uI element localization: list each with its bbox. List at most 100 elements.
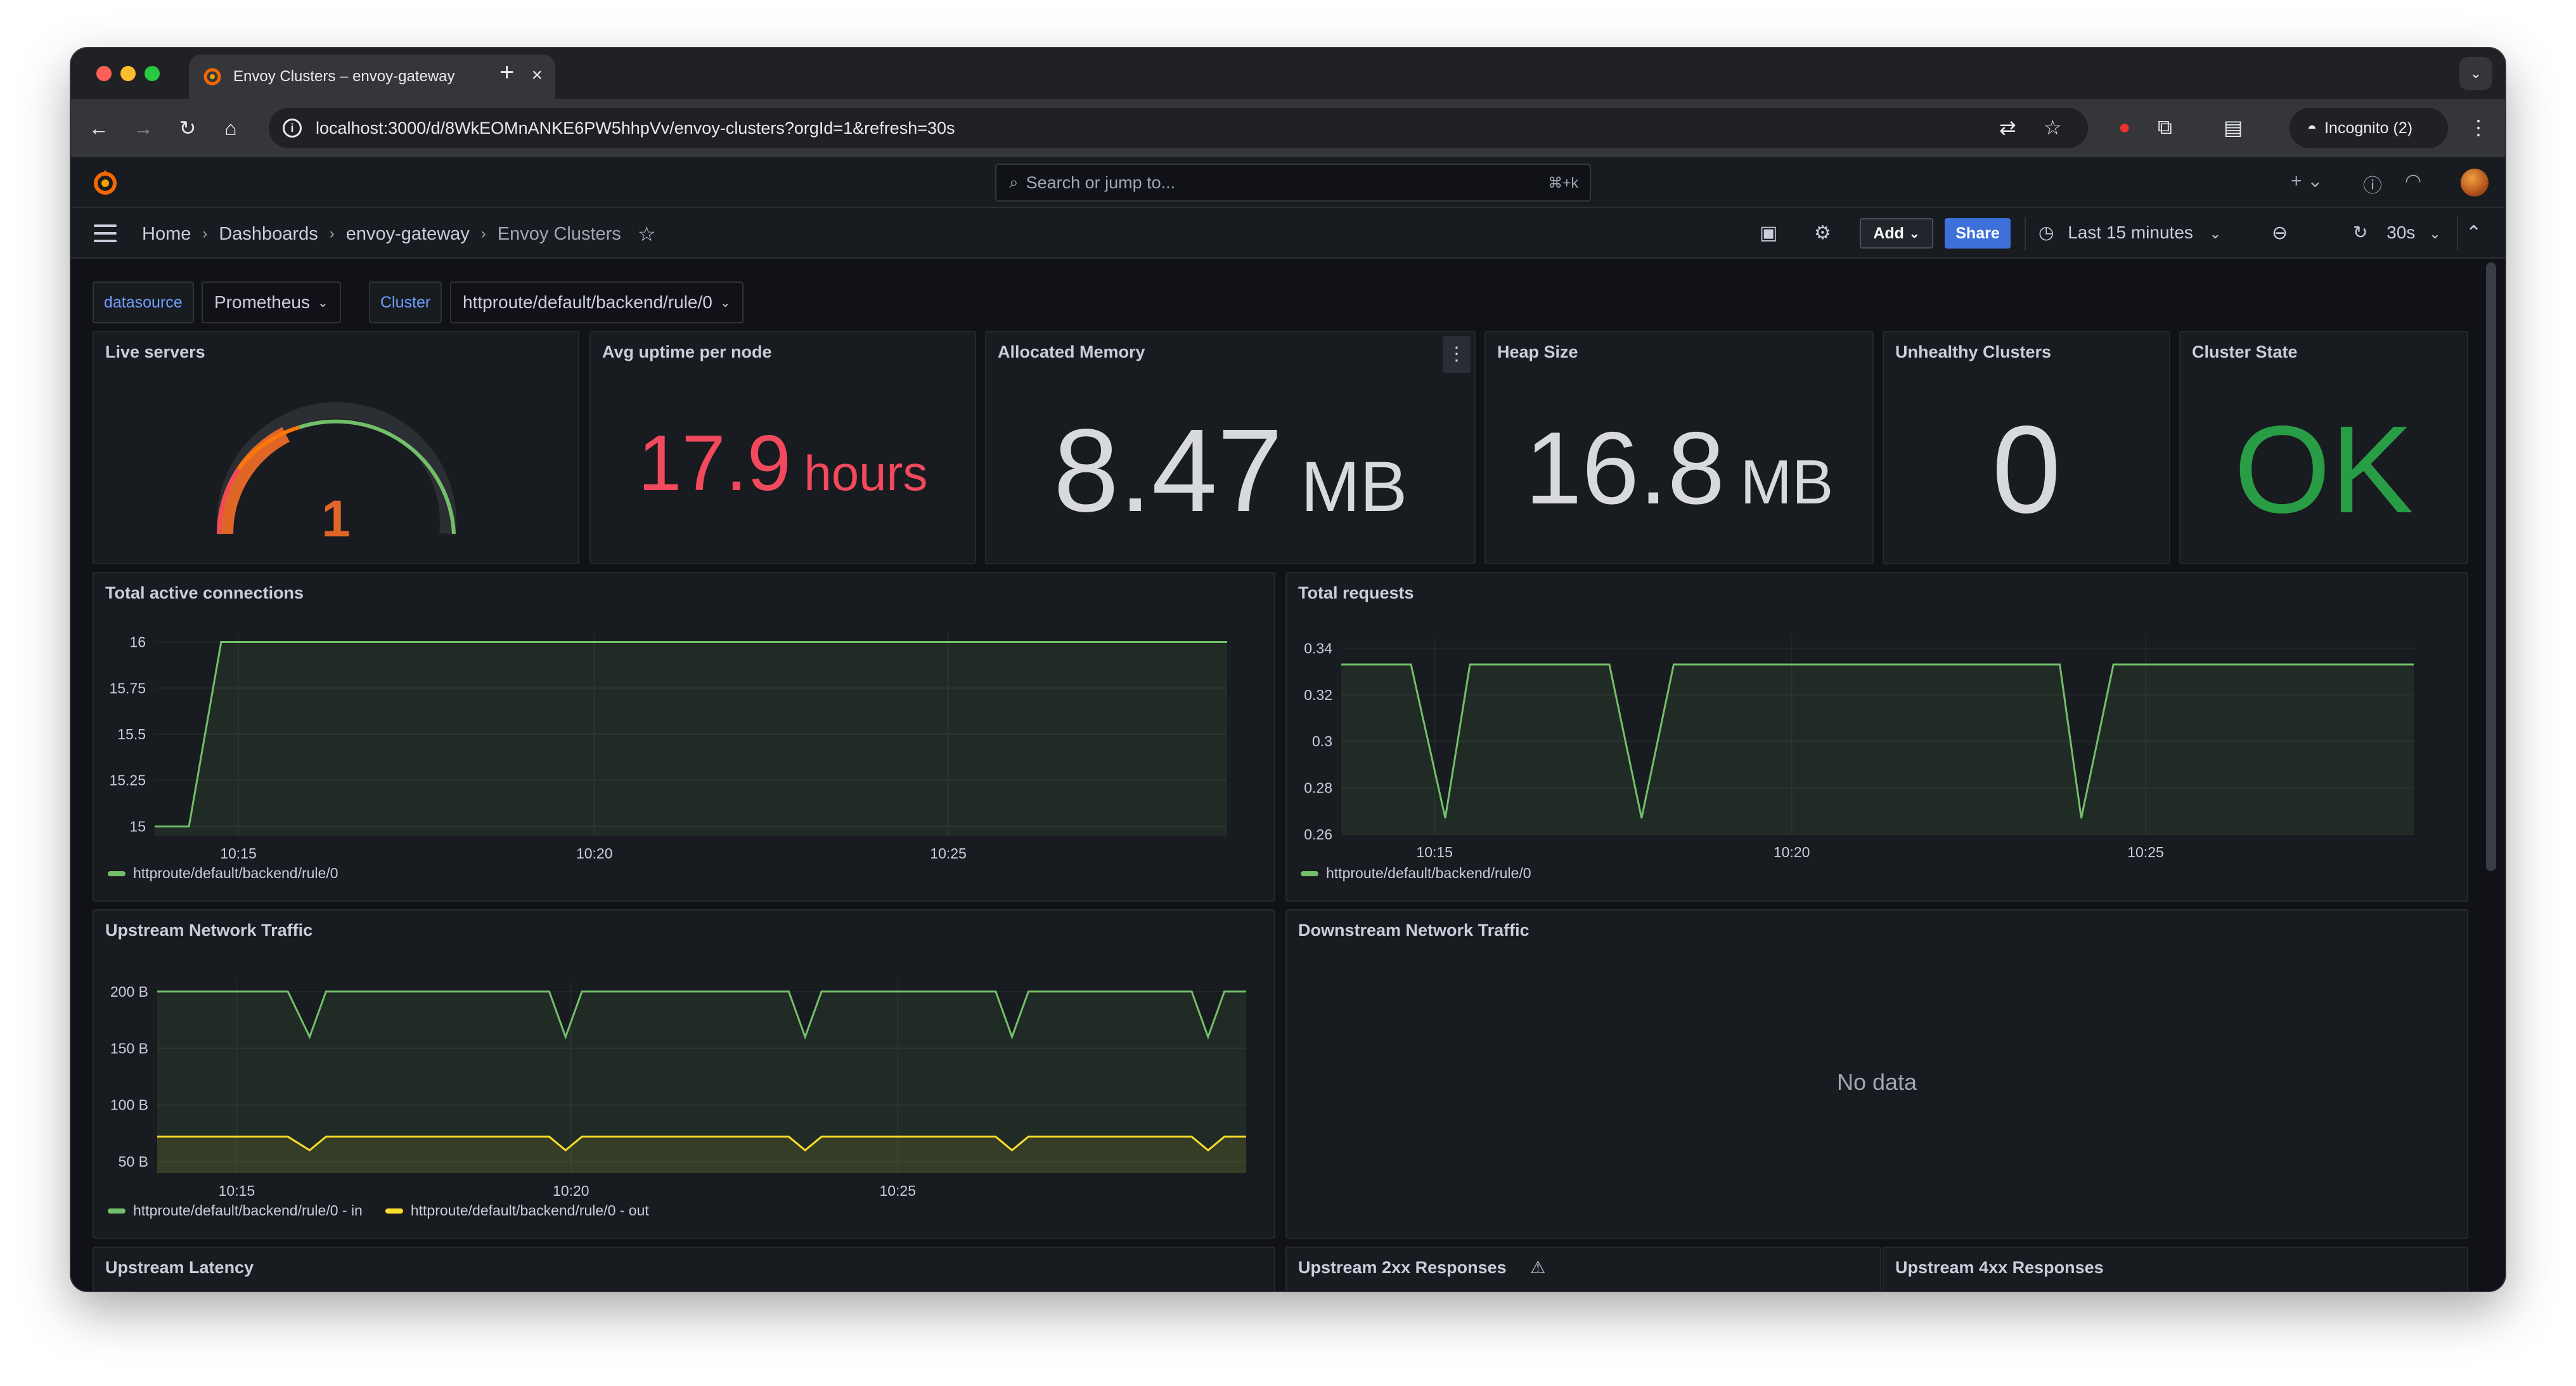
incognito-label: Incognito (2) <box>2324 119 2413 137</box>
dashboard-toolbar: Home › Dashboards › envoy-gateway › Envo… <box>71 208 2505 259</box>
incognito-icon: ◓ <box>2307 119 2317 137</box>
search-input[interactable]: ⌕ Search or jump to... ⌘+k <box>995 164 1591 202</box>
news-feed-icon[interactable]: ◠ <box>2405 171 2422 191</box>
menu-hamburger-icon[interactable] <box>94 224 117 242</box>
panel-upstream-2xx[interactable]: Upstream 2xx Responses ⚠ <box>1285 1247 1881 1291</box>
minimize-window-button[interactable] <box>120 66 136 81</box>
settings-gear-icon[interactable]: ⚙ <box>1814 223 1831 243</box>
x-tick-label: 10:15 <box>219 1182 255 1199</box>
forward-icon[interactable]: → <box>133 117 153 139</box>
breadcrumb-folder[interactable]: envoy-gateway <box>345 223 470 244</box>
panel-downstream-traffic[interactable]: Downstream Network Traffic No data <box>1285 909 2468 1239</box>
user-avatar[interactable] <box>2461 169 2489 197</box>
share-button[interactable]: Share <box>1945 218 2011 249</box>
live-servers-value: 1 <box>321 490 351 548</box>
allocated-memory-value: 8.47 <box>1053 405 1283 536</box>
bookmark-star-icon[interactable]: ☆ <box>2044 116 2062 139</box>
panel-upstream-traffic[interactable]: Upstream Network Traffic 50 B 100 B 150 B 2… <box>93 909 1275 1239</box>
panel-title: Upstream 2xx Responses ⚠ <box>1298 1258 1545 1278</box>
close-window-button[interactable] <box>96 66 112 81</box>
url-text: localhost:3000/d/8WkEOMnANKE6PW5hhpVv/en… <box>316 118 955 138</box>
y-tick-label: 100 B <box>110 1097 148 1113</box>
browser-tab[interactable]: Envoy Clusters – envoy-gateway × <box>189 55 555 99</box>
panel-active-connections[interactable]: Total active connections 15 15.25 15.5 15.7… <box>93 572 1275 902</box>
back-icon[interactable]: ← <box>89 117 109 139</box>
unhealthy-clusters-value: 0 <box>1992 400 2061 539</box>
collapse-chevron-up-icon[interactable]: ⌃ <box>2466 223 2482 243</box>
close-tab-icon[interactable]: × <box>531 65 543 86</box>
legend-item[interactable]: httproute/default/backend/rule/0 <box>1301 865 1531 882</box>
panel-menu-icon[interactable]: ⋮ <box>1443 336 1471 373</box>
x-tick-label: 10:15 <box>1416 844 1453 860</box>
time-range-picker[interactable]: ◷ Last 15 minutes ⌄ <box>2038 222 2221 243</box>
home-icon[interactable]: ⌂ <box>224 117 237 139</box>
panel-title: Upstream Latency <box>105 1258 254 1277</box>
tab-strip: Envoy Clusters – envoy-gateway × + ⌄ <box>71 48 2505 99</box>
y-tick-label: 0.28 <box>1304 780 1332 796</box>
datasource-select[interactable]: Prometheus ⌄ <box>202 282 341 323</box>
grafana-logo-icon[interactable] <box>90 167 120 198</box>
breadcrumb-dashboards[interactable]: Dashboards <box>219 223 318 244</box>
panel-title: Upstream 4xx Responses <box>1895 1258 2104 1277</box>
no-data-text: No data <box>1836 1069 1917 1095</box>
maximize-window-button[interactable] <box>145 66 160 81</box>
x-tick-label: 10:15 <box>220 845 257 862</box>
warning-icon[interactable]: ⚠ <box>1530 1258 1546 1277</box>
y-tick-label: 0.32 <box>1304 687 1332 703</box>
extensions-puzzle-icon[interactable]: ⧉ <box>2158 115 2172 138</box>
cluster-state-value: OK <box>2234 400 2414 539</box>
browser-menu-icon[interactable]: ⋮ <box>2468 116 2489 139</box>
y-tick-label: 0.34 <box>1304 640 1332 656</box>
legend-swatch <box>108 1208 126 1214</box>
panel-title-text: Upstream 2xx Responses <box>1298 1258 1507 1277</box>
reload-icon[interactable]: ↻ <box>179 117 196 139</box>
translate-icon[interactable]: ⇄ <box>1999 116 2016 139</box>
reading-list-icon[interactable]: ▤ <box>2224 116 2243 139</box>
y-tick-label: 150 B <box>110 1040 148 1056</box>
incognito-indicator[interactable]: ◓ Incognito (2) <box>2289 108 2448 148</box>
panel-title: Total requests <box>1298 583 1414 602</box>
y-tick-label: 15.5 <box>117 726 146 742</box>
panel-heap-size[interactable]: Heap Size 16.8 MB <box>1484 331 1874 564</box>
tab-search-button[interactable]: ⌄ <box>2459 57 2492 90</box>
site-info-icon[interactable]: i <box>283 119 302 138</box>
panel-allocated-memory[interactable]: Allocated Memory ⋮ 8.47 MB <box>985 331 1476 564</box>
chevron-down-icon: ⌄ <box>317 295 328 310</box>
cluster-select[interactable]: httproute/default/backend/rule/0 ⌄ <box>450 282 744 323</box>
y-tick-label: 15.25 <box>109 772 146 789</box>
favorite-star-icon[interactable]: ☆ <box>637 223 656 245</box>
breadcrumb-home[interactable]: Home <box>142 223 191 244</box>
dashboard-scrollbar[interactable] <box>2486 262 2496 871</box>
panel-cluster-state[interactable]: Cluster State OK <box>2179 331 2468 564</box>
panel-upstream-4xx[interactable]: Upstream 4xx Responses <box>1883 1247 2468 1291</box>
extension-icon[interactable]: ● <box>2118 115 2131 138</box>
legend-label-out[interactable]: httproute/default/backend/rule/0 - out <box>410 1202 649 1219</box>
legend-label-in[interactable]: httproute/default/backend/rule/0 - in <box>133 1202 363 1219</box>
panel-total-requests[interactable]: Total requests 0.26 0.28 0.3 0.32 0.34 10:15 1… <box>1285 572 2468 902</box>
save-dashboard-icon[interactable]: ▣ <box>1760 223 1778 243</box>
help-icon[interactable]: ⓘ <box>2363 176 2382 197</box>
y-tick-label: 16 <box>129 634 146 651</box>
toolbar-divider <box>2025 217 2026 250</box>
panel-avg-uptime[interactable]: Avg uptime per node 17.9 hours <box>589 331 976 564</box>
refresh-picker[interactable]: ↻ 30s ⌄ <box>2353 222 2441 243</box>
y-tick-label: 15.75 <box>109 680 146 696</box>
panel-live-servers[interactable]: Live servers 1 <box>93 331 579 564</box>
cluster-variable-label: Cluster <box>369 282 442 323</box>
panel-unhealthy-clusters[interactable]: Unhealthy Clusters 0 <box>1883 331 2170 564</box>
upstream-traffic-chart: 50 B 100 B 150 B 200 B 10:15 10:20 10:25 <box>110 980 1246 1199</box>
new-plus-icon[interactable]: + ⌄ <box>2291 171 2323 191</box>
heap-size-unit: MB <box>1740 447 1834 517</box>
avg-uptime-stat: 17.9 hours <box>591 418 975 508</box>
grafana-favicon-icon <box>203 68 221 86</box>
series-line <box>157 1136 1246 1152</box>
new-tab-icon[interactable]: + <box>499 58 515 86</box>
panel-upstream-latency[interactable]: Upstream Latency <box>93 1247 1275 1291</box>
x-tick-label: 10:25 <box>930 845 967 862</box>
legend-item[interactable]: httproute/default/backend/rule/0 <box>108 865 338 882</box>
add-button[interactable]: Add ⌄ <box>1860 218 1933 249</box>
chevron-down-icon: ⌄ <box>2429 226 2441 242</box>
zoom-out-icon[interactable]: ⊖ <box>2272 223 2288 243</box>
address-bar[interactable]: i localhost:3000/d/8WkEOMnANKE6PW5hhpVv/… <box>269 108 2088 148</box>
y-tick-label: 15 <box>129 818 146 834</box>
